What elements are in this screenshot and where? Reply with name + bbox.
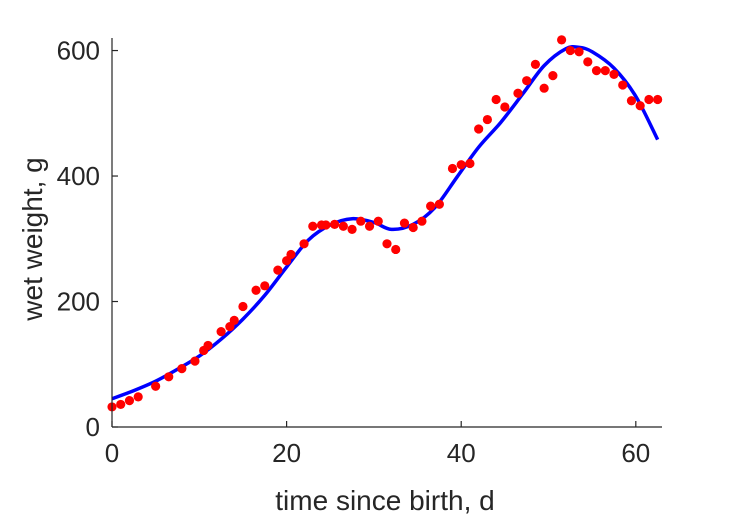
data-point xyxy=(286,249,296,260)
data-point xyxy=(583,57,593,67)
fit-line xyxy=(111,44,660,401)
x-tick-label: 60 xyxy=(621,438,650,468)
y-tick-label: 200 xyxy=(57,287,100,317)
y-tick-label: 0 xyxy=(86,412,100,442)
data-point xyxy=(273,265,283,275)
data-point xyxy=(216,327,226,337)
data-point xyxy=(124,396,135,406)
data-point xyxy=(116,399,126,410)
data-point xyxy=(447,163,458,174)
data-point xyxy=(417,216,427,226)
data-point xyxy=(426,201,436,211)
plot-area xyxy=(107,35,663,412)
y-tick-label: 600 xyxy=(57,36,100,66)
data-point xyxy=(356,216,366,226)
y-tick-label: 400 xyxy=(57,161,100,191)
data-point xyxy=(321,220,331,230)
y-ticks: 0 200 400 600 xyxy=(57,36,118,442)
data-point xyxy=(500,102,510,112)
data-point xyxy=(618,80,628,90)
data-point xyxy=(203,340,213,351)
data-point xyxy=(299,239,309,249)
data-point xyxy=(591,66,602,76)
data-point xyxy=(522,76,532,86)
fit-line-layer xyxy=(111,44,660,401)
data-point xyxy=(530,59,541,69)
x-axis-label: time since birth, d xyxy=(275,485,494,516)
data-point xyxy=(574,47,584,57)
data-point xyxy=(391,244,401,255)
data-point xyxy=(190,356,200,366)
data-point xyxy=(177,364,187,374)
data-point xyxy=(229,315,239,325)
data-point xyxy=(382,239,392,249)
data-point xyxy=(238,301,248,312)
data-point xyxy=(347,224,357,234)
data-point xyxy=(565,45,575,56)
data-point xyxy=(364,221,375,231)
data-point xyxy=(491,94,501,105)
data-point xyxy=(133,392,143,402)
x-tick-label: 0 xyxy=(105,438,119,468)
data-point xyxy=(626,96,637,106)
data-point xyxy=(644,94,654,105)
data-point xyxy=(600,66,610,76)
data-point xyxy=(251,285,261,295)
data-point xyxy=(373,216,383,226)
data-point xyxy=(548,71,558,81)
data-point xyxy=(465,158,475,169)
x-tick-label: 40 xyxy=(447,438,476,468)
data-point xyxy=(338,221,348,231)
data-point xyxy=(399,218,410,228)
data-point xyxy=(635,101,645,111)
data-point xyxy=(557,35,567,45)
data-point xyxy=(482,114,492,125)
data-point xyxy=(539,83,549,93)
data-point xyxy=(408,222,418,233)
data-point xyxy=(474,124,484,134)
data-point xyxy=(609,69,619,79)
y-axis-label: wet weight, g xyxy=(17,157,48,321)
data-point xyxy=(308,221,318,231)
x-tick-label: 20 xyxy=(272,438,301,468)
data-point xyxy=(513,88,523,98)
data-point xyxy=(653,94,663,105)
data-points-layer xyxy=(107,35,663,412)
data-point xyxy=(260,281,270,291)
data-point xyxy=(434,199,444,209)
x-ticks: 0 20 40 60 xyxy=(105,421,650,468)
data-point xyxy=(456,160,466,170)
data-point xyxy=(330,219,340,229)
data-point xyxy=(151,381,161,391)
data-point xyxy=(164,372,174,382)
